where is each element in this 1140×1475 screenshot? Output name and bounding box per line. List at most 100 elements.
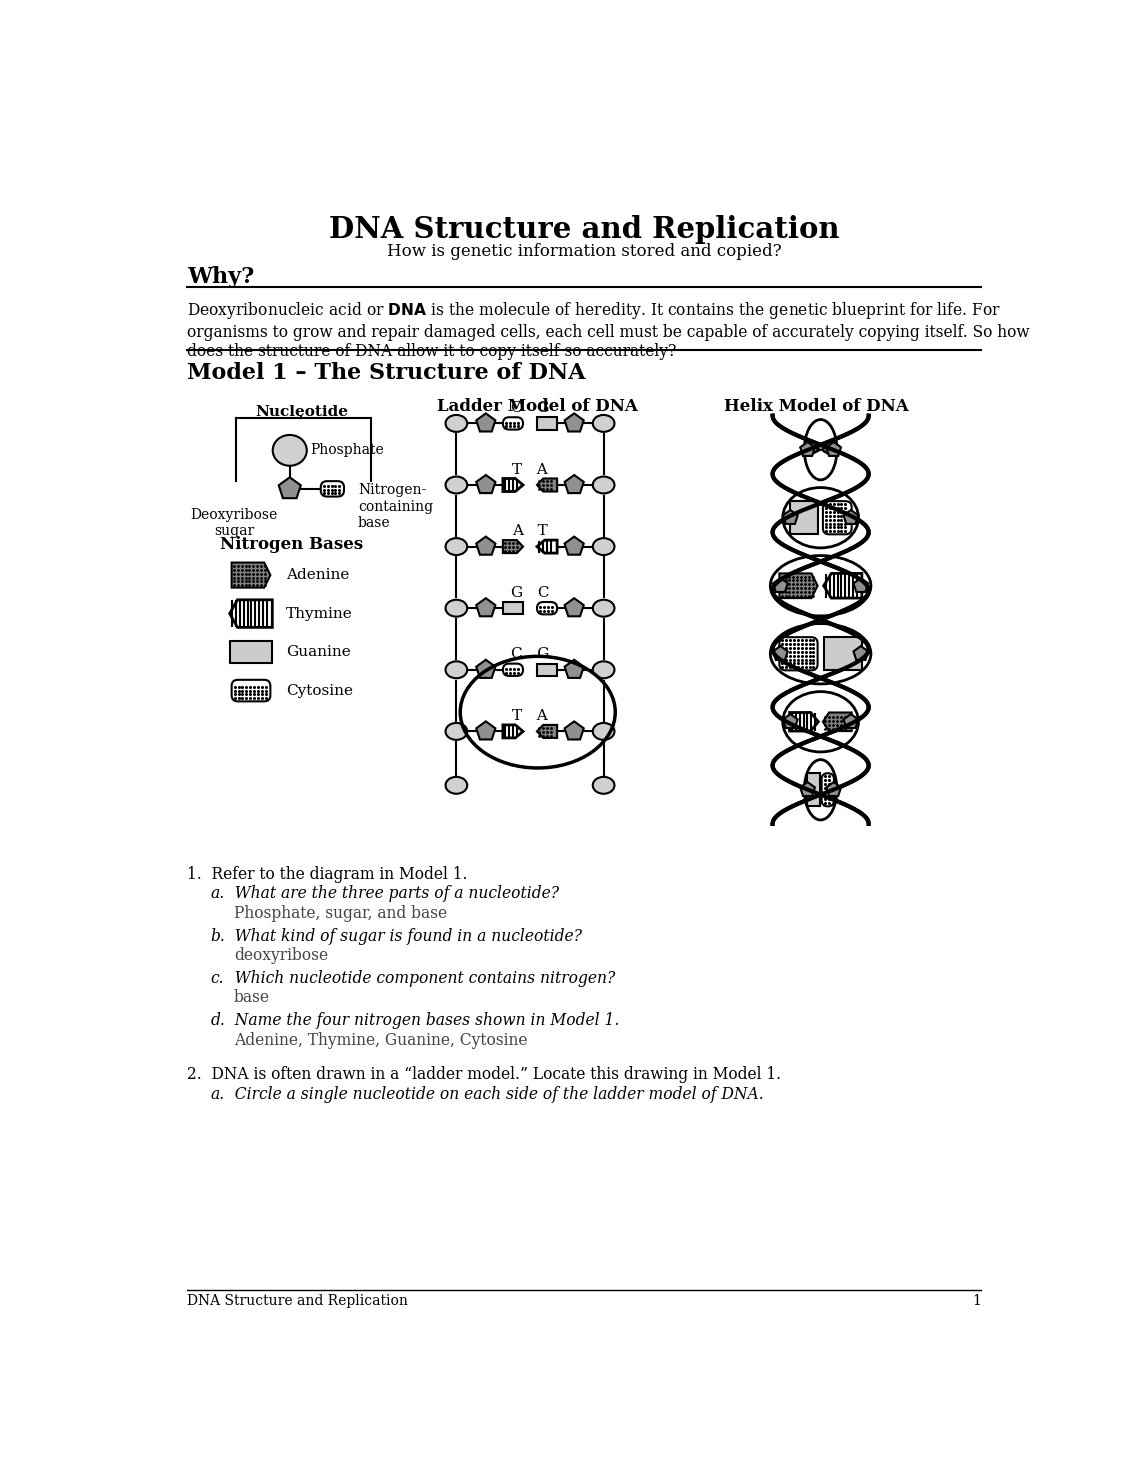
Polygon shape — [826, 782, 841, 796]
Polygon shape — [503, 602, 523, 615]
Polygon shape — [790, 712, 819, 732]
Polygon shape — [477, 599, 496, 617]
Polygon shape — [503, 724, 523, 738]
Ellipse shape — [783, 488, 858, 547]
Ellipse shape — [805, 419, 837, 479]
Text: Phosphate, sugar, and base: Phosphate, sugar, and base — [234, 904, 447, 922]
Polygon shape — [537, 417, 557, 429]
Polygon shape — [278, 478, 301, 499]
Ellipse shape — [593, 723, 614, 740]
Text: DNA Structure and Replication: DNA Structure and Replication — [329, 215, 839, 243]
Text: d.: d. — [211, 1012, 226, 1030]
Polygon shape — [826, 442, 841, 456]
Text: Phosphate: Phosphate — [311, 444, 384, 457]
Polygon shape — [477, 475, 496, 493]
Ellipse shape — [593, 777, 614, 794]
Text: Which nucleotide component contains nitrogen?: Which nucleotide component contains nitr… — [225, 971, 614, 987]
Ellipse shape — [446, 538, 467, 555]
Text: Nitrogen-
containing
base: Nitrogen- containing base — [358, 484, 433, 530]
FancyBboxPatch shape — [503, 417, 523, 429]
Polygon shape — [823, 637, 862, 670]
Ellipse shape — [446, 723, 467, 740]
Ellipse shape — [783, 692, 858, 752]
Polygon shape — [477, 413, 496, 432]
Ellipse shape — [446, 777, 467, 794]
Polygon shape — [807, 773, 820, 807]
Text: Guanine: Guanine — [286, 645, 351, 659]
Text: C   G: C G — [511, 648, 549, 661]
Polygon shape — [800, 442, 815, 456]
Ellipse shape — [593, 476, 614, 494]
Polygon shape — [564, 413, 584, 432]
Polygon shape — [790, 502, 819, 534]
Text: Thymine: Thymine — [286, 606, 352, 621]
Ellipse shape — [593, 414, 614, 432]
FancyBboxPatch shape — [822, 773, 834, 807]
Ellipse shape — [446, 600, 467, 617]
Polygon shape — [503, 478, 523, 491]
Text: c.: c. — [211, 971, 225, 987]
Polygon shape — [783, 510, 798, 524]
Polygon shape — [477, 659, 496, 679]
Text: deoxyribose: deoxyribose — [234, 947, 328, 965]
FancyBboxPatch shape — [231, 680, 270, 702]
Polygon shape — [231, 562, 270, 587]
Polygon shape — [844, 510, 858, 524]
Polygon shape — [564, 475, 584, 493]
Text: Helix Model of DNA: Helix Model of DNA — [724, 398, 909, 414]
Text: b.: b. — [211, 928, 226, 945]
FancyBboxPatch shape — [823, 502, 852, 534]
Text: Why?: Why? — [187, 266, 254, 288]
Text: 1.  Refer to the diagram in Model 1.: 1. Refer to the diagram in Model 1. — [187, 866, 467, 884]
Polygon shape — [503, 540, 523, 553]
Text: T   A: T A — [512, 463, 548, 476]
Text: Adenine, Thymine, Guanine, Cytosine: Adenine, Thymine, Guanine, Cytosine — [234, 1031, 528, 1049]
Text: Circle a single nucleotide on each side of the ladder model of DNA.: Circle a single nucleotide on each side … — [225, 1086, 764, 1103]
Text: How is genetic information stored and copied?: How is genetic information stored and co… — [386, 243, 782, 260]
Text: Name the four nitrogen bases shown in Model 1.: Name the four nitrogen bases shown in Mo… — [225, 1012, 619, 1030]
FancyBboxPatch shape — [320, 481, 344, 497]
Text: C   G: C G — [511, 401, 549, 414]
Polygon shape — [229, 600, 272, 627]
Polygon shape — [537, 724, 557, 738]
Ellipse shape — [446, 661, 467, 679]
Text: Deoxyribonucleic acid or $\bf{DNA}$ is the molecule of heredity. It contains the: Deoxyribonucleic acid or $\bf{DNA}$ is t… — [187, 301, 1031, 360]
Polygon shape — [537, 540, 557, 553]
Polygon shape — [822, 445, 834, 454]
Polygon shape — [823, 712, 852, 732]
Polygon shape — [229, 642, 272, 662]
Text: DNA Structure and Replication: DNA Structure and Replication — [187, 1294, 408, 1308]
Text: G   C: G C — [511, 586, 549, 600]
Text: 1: 1 — [972, 1294, 982, 1308]
Polygon shape — [780, 574, 817, 597]
Polygon shape — [773, 646, 788, 659]
Polygon shape — [783, 714, 798, 729]
Polygon shape — [477, 721, 496, 739]
FancyBboxPatch shape — [503, 664, 523, 676]
Polygon shape — [823, 574, 862, 597]
Text: a.: a. — [211, 1086, 225, 1103]
Polygon shape — [564, 659, 584, 679]
Text: T   A: T A — [512, 709, 548, 723]
Text: Nucleotide: Nucleotide — [255, 404, 348, 419]
Polygon shape — [807, 445, 820, 454]
Text: Cytosine: Cytosine — [286, 683, 353, 698]
Ellipse shape — [446, 414, 467, 432]
Polygon shape — [854, 646, 869, 659]
Ellipse shape — [771, 624, 871, 684]
Text: Model 1 – The Structure of DNA: Model 1 – The Structure of DNA — [187, 363, 586, 385]
Polygon shape — [564, 537, 584, 555]
Polygon shape — [773, 578, 788, 591]
Polygon shape — [854, 578, 869, 591]
Ellipse shape — [593, 661, 614, 679]
Text: Deoxyribose
sugar: Deoxyribose sugar — [190, 507, 277, 538]
Text: 2.  DNA is often drawn in a “ladder model.” Locate this drawing in Model 1.: 2. DNA is often drawn in a “ladder model… — [187, 1066, 782, 1083]
Text: Ladder Model of DNA: Ladder Model of DNA — [438, 398, 638, 414]
Ellipse shape — [771, 556, 871, 617]
Polygon shape — [477, 537, 496, 555]
Ellipse shape — [446, 476, 467, 494]
Text: Adenine: Adenine — [286, 568, 349, 583]
Text: A   T: A T — [512, 524, 548, 538]
FancyBboxPatch shape — [537, 602, 557, 615]
Text: What kind of sugar is found in a nucleotide?: What kind of sugar is found in a nucleot… — [225, 928, 581, 945]
